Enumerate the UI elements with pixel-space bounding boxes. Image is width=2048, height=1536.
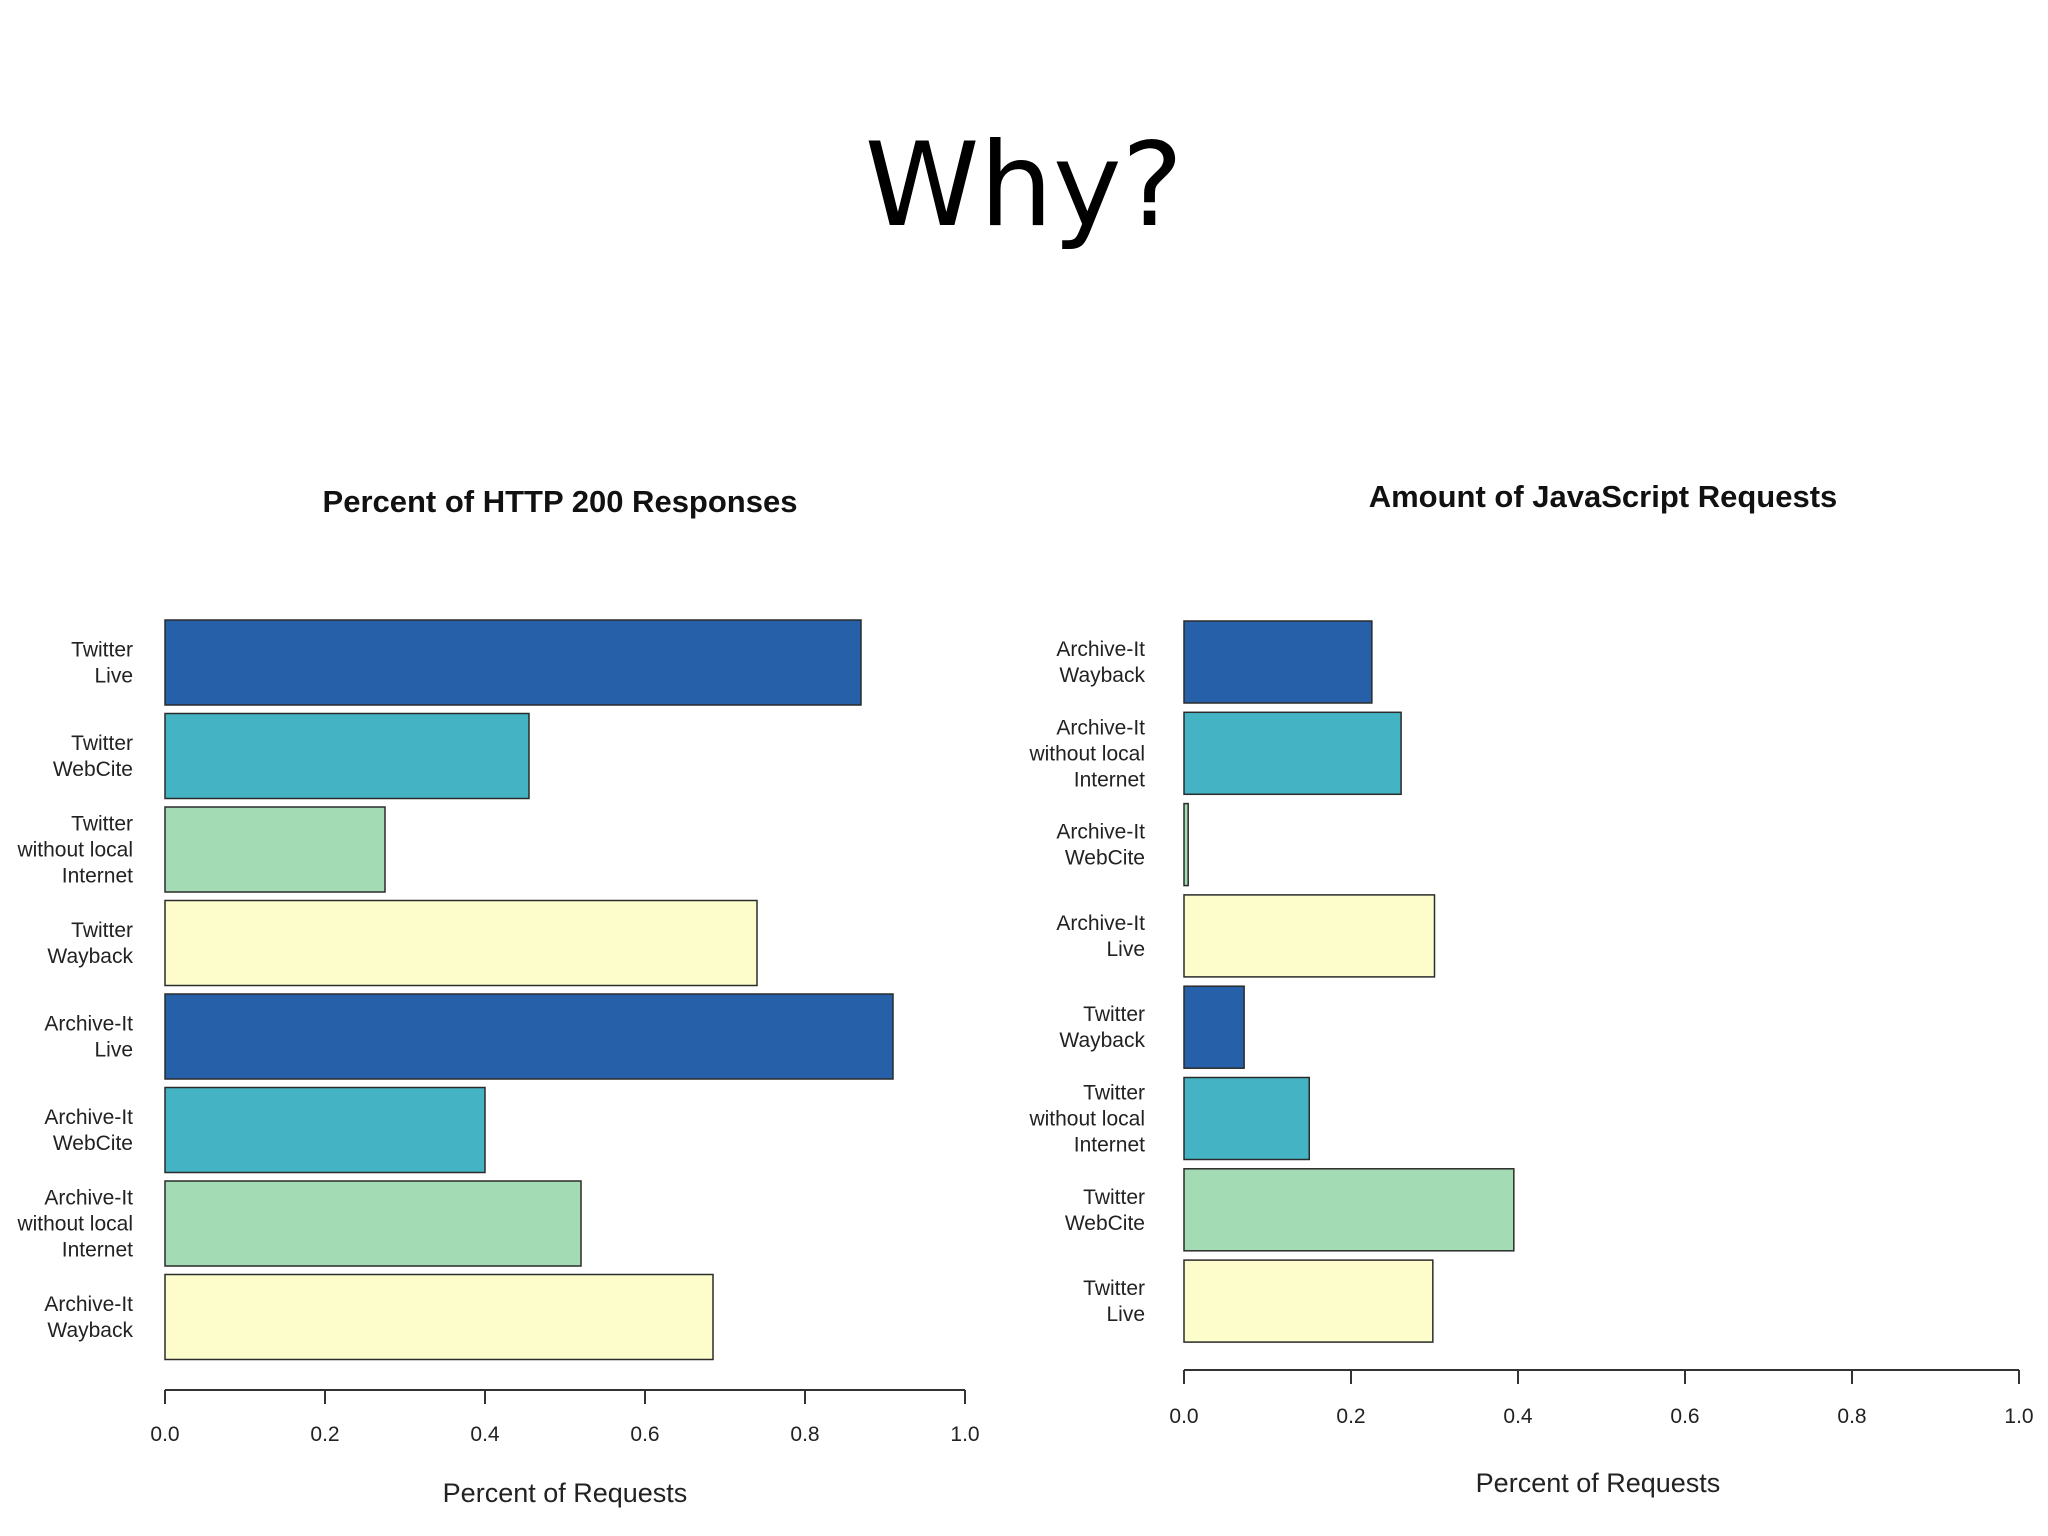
http200-chart: Percent of HTTP 200 Responses Twitter Live… <box>16 484 979 1508</box>
chart-title: Percent of HTTP 200 Responses <box>323 484 798 519</box>
x-axis-label: Percent of Requests <box>1476 1468 1721 1498</box>
javascript-chart: Amount of JavaScript Requests Archive-It W… <box>1028 479 2033 1498</box>
bar-archive-it-live <box>164 993 894 1080</box>
bar-archive-it-wayback <box>164 1273 714 1361</box>
category-label: Archive-It Live <box>1056 912 1145 961</box>
bar-twitter-without-local-internet <box>1183 1076 1310 1161</box>
x-axis-label: Percent of Requests <box>443 1478 688 1508</box>
category-label: Twitter Wayback <box>47 919 133 968</box>
x-tick-label: 0.6 <box>1670 1405 1699 1428</box>
category-label: Twitter WebCite <box>53 732 133 781</box>
category-label: Archive-It without local Internet <box>16 1187 133 1262</box>
x-tick-label: 0.2 <box>1336 1405 1365 1428</box>
category-label: Twitter without local Internet <box>1028 1082 1145 1157</box>
chart-title: Amount of JavaScript Requests <box>1369 479 1838 514</box>
category-label: Twitter Wayback <box>1059 1003 1145 1052</box>
category-label: Twitter WebCite <box>1065 1186 1145 1235</box>
category-label: Twitter Live <box>1083 1277 1145 1326</box>
bar-archive-it-without-local-internet <box>164 1180 582 1267</box>
x-tick-label: 1.0 <box>950 1423 979 1446</box>
bar-twitter-live <box>1183 1259 1434 1343</box>
x-tick-label: 0.0 <box>1169 1405 1198 1428</box>
x-tick-label: 1.0 <box>2004 1405 2033 1428</box>
bar-archive-it-wayback <box>1183 620 1373 704</box>
bar-twitter-live <box>164 619 862 706</box>
bar-twitter-wayback <box>1183 985 1245 1069</box>
category-label: Archive-It without local Internet <box>1028 716 1145 791</box>
bar-twitter-without-local-internet <box>164 806 386 893</box>
category-label: Archive-It Live <box>44 1013 133 1062</box>
bar-archive-it-live <box>1183 894 1436 978</box>
x-tick-label: 0.2 <box>310 1423 339 1446</box>
category-label: Archive-It Wayback <box>1056 638 1145 687</box>
bar-twitter-webcite <box>1183 1168 1515 1252</box>
x-tick-label: 0.8 <box>1837 1405 1866 1428</box>
bar-archive-it-webcite <box>1183 802 1189 887</box>
x-tick-label: 0.6 <box>630 1423 659 1446</box>
bar-archive-it-without-local-internet <box>1183 711 1402 796</box>
x-tick-label: 0.0 <box>150 1423 179 1446</box>
category-label: Archive-It Wayback <box>44 1293 133 1342</box>
slide-title: Why? <box>864 118 1184 253</box>
x-tick-label: 0.8 <box>790 1423 819 1446</box>
category-label: Twitter without local Internet <box>16 813 133 888</box>
x-tick-label: 0.4 <box>470 1423 500 1446</box>
bar-archive-it-webcite <box>164 1086 486 1174</box>
category-label: Archive-It WebCite <box>1056 821 1145 870</box>
category-label: Archive-It WebCite <box>44 1106 133 1155</box>
category-label: Twitter Live <box>71 639 133 688</box>
x-tick-label: 0.4 <box>1503 1405 1533 1428</box>
bar-twitter-wayback <box>164 899 758 987</box>
bar-twitter-webcite <box>164 712 530 800</box>
